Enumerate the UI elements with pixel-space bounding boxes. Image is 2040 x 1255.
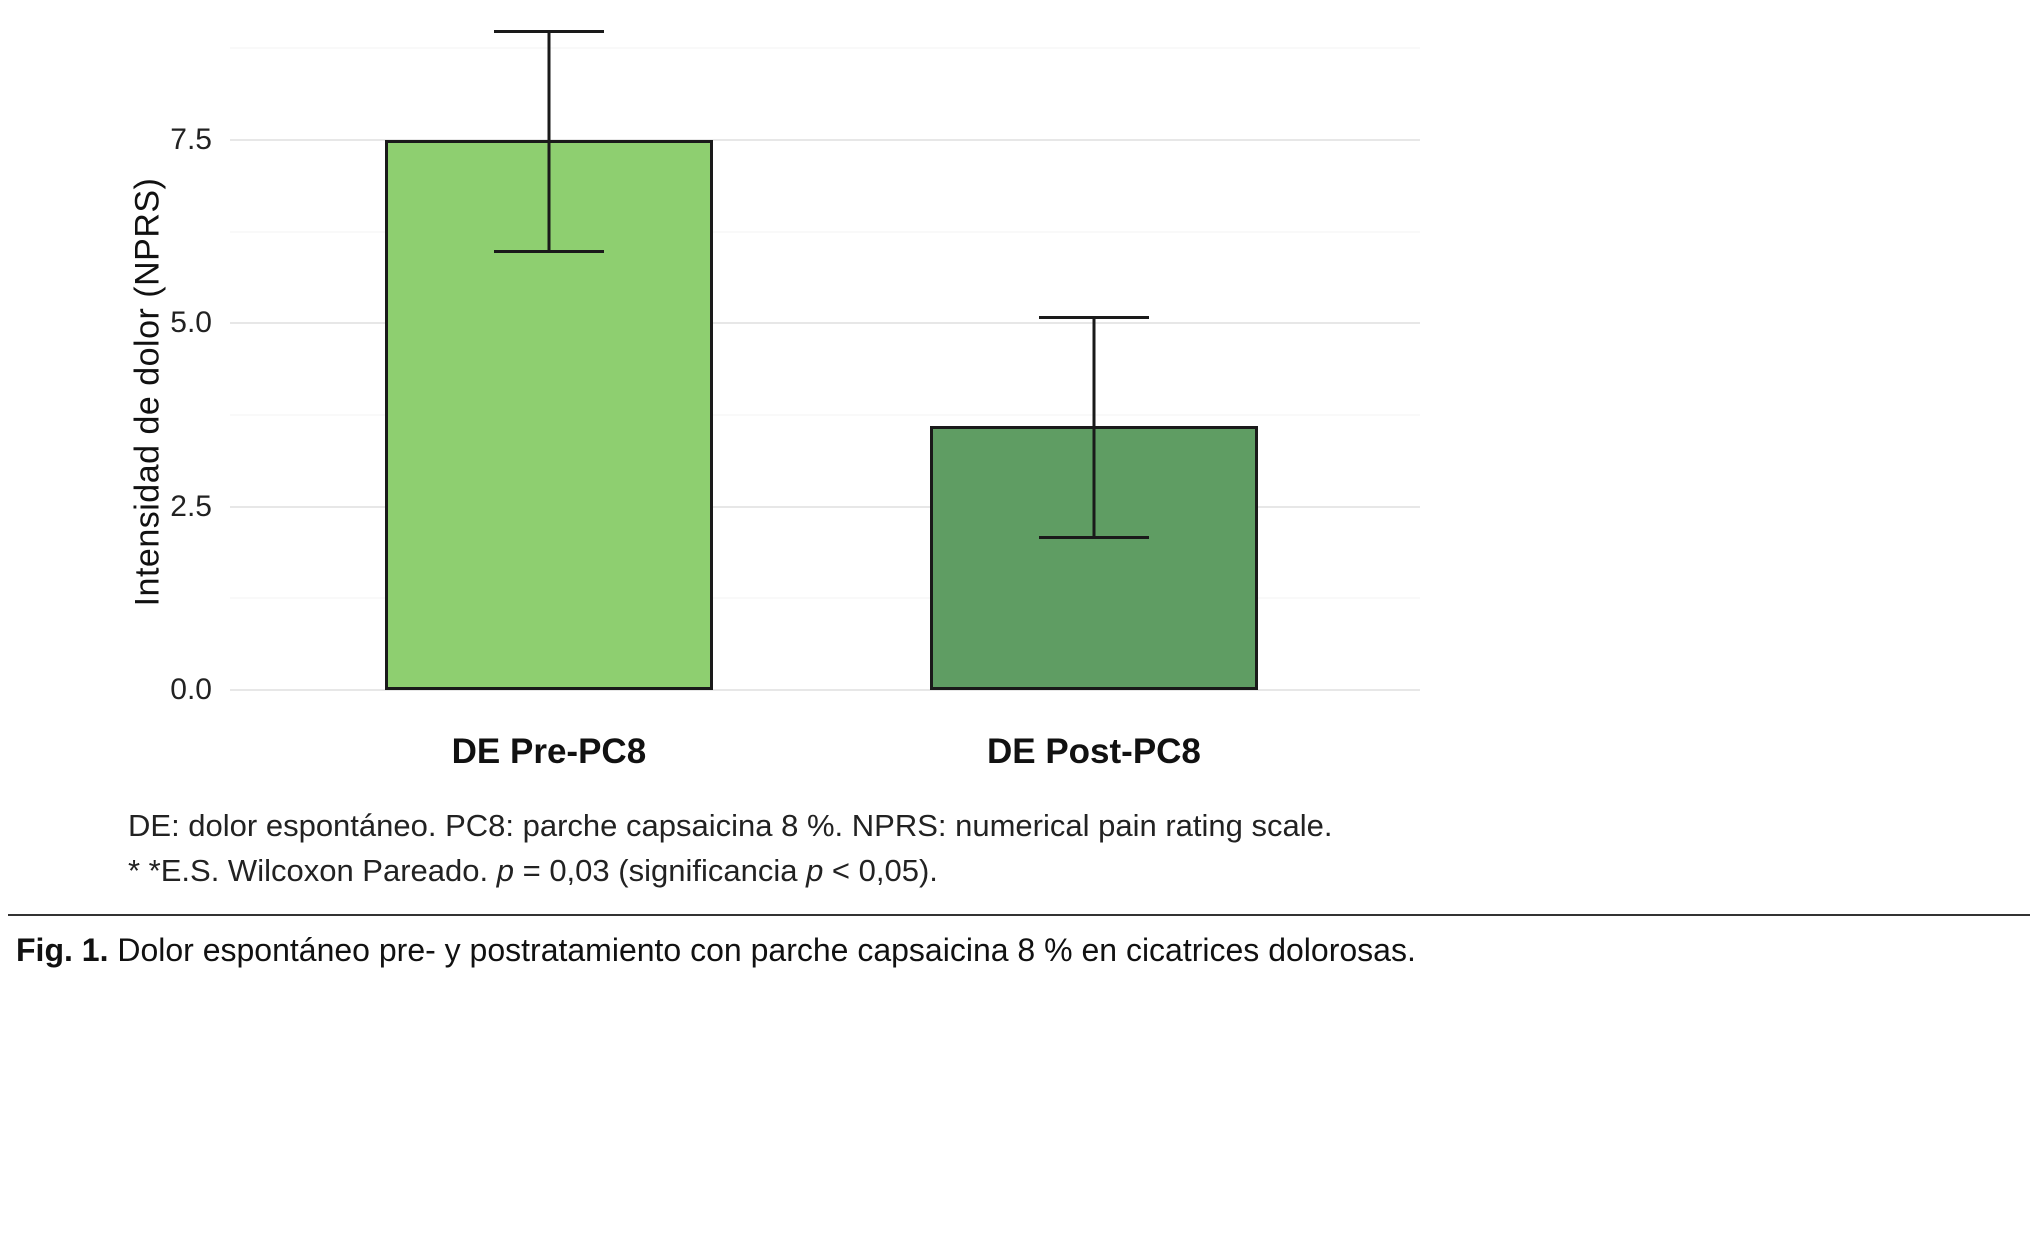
gridline-minor xyxy=(230,231,1420,233)
y-tick-labels: 0.0 2.5 5.0 7.5 xyxy=(0,8,212,706)
error-bar-line xyxy=(1092,316,1096,536)
gridline-major xyxy=(230,689,1420,691)
y-tick-label: 0.0 xyxy=(170,673,212,706)
y-tick-label: 7.5 xyxy=(170,123,212,156)
gridline-minor xyxy=(230,47,1420,49)
gridline-major xyxy=(230,139,1420,141)
gridline-minor xyxy=(230,597,1420,599)
error-bar-cap xyxy=(493,30,604,33)
figure-caption: Fig. 1. Dolor espontáneo pre- y postrata… xyxy=(16,932,1416,969)
y-tick-label: 5.0 xyxy=(170,306,212,340)
error-bar-line xyxy=(547,30,551,250)
figure-caption-text: Dolor espontáneo pre- y postratamiento c… xyxy=(108,932,1416,968)
error-bar-cap xyxy=(493,250,604,253)
error-bar-cap xyxy=(1038,536,1149,539)
error-bar-cap xyxy=(1038,316,1149,319)
gridline-major xyxy=(230,322,1420,325)
x-category-label: DE Post-PC8 xyxy=(986,732,1201,771)
figure-caption-label: Fig. 1. xyxy=(16,932,109,968)
x-category-label: DE Pre-PC8 xyxy=(451,732,647,771)
footnotes: DE: dolor espontáneo. PC8: parche capsai… xyxy=(128,804,1332,894)
gridline-major xyxy=(230,505,1420,508)
gridline-minor xyxy=(230,414,1420,416)
plot-area xyxy=(230,8,1420,691)
x-category-labels: DE Pre-PC8 DE Post-PC8 xyxy=(230,732,1420,792)
caption-divider-rule xyxy=(8,914,2030,916)
footnote-line-2: * *E.S. Wilcoxon Pareado. p = 0,03 (sign… xyxy=(128,852,938,888)
y-tick-label: 2.5 xyxy=(170,489,212,523)
footnote-line-1: DE: dolor espontáneo. PC8: parche capsai… xyxy=(128,808,1333,843)
